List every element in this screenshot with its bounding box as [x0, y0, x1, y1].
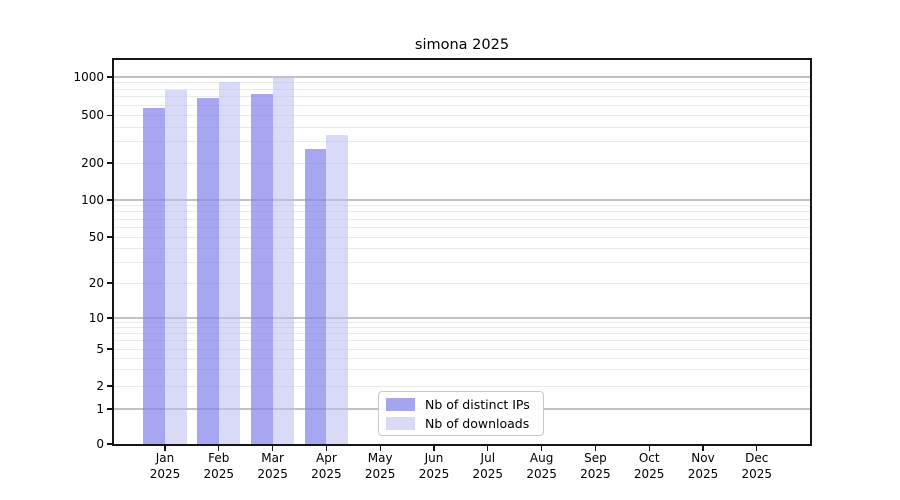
gridline-minor-40	[114, 247, 810, 249]
x-tick-label-nov-2025: Nov 2025	[671, 451, 735, 482]
gridline-minor-800	[114, 88, 810, 90]
bar-downloads-mar-2025	[272, 77, 295, 444]
x-tick-mark-jun-2025	[433, 446, 435, 451]
y-tick-label-0: 0	[96, 436, 104, 451]
gridline-minor-50	[114, 236, 810, 238]
x-tick-label-year: 2025	[203, 466, 235, 481]
x-tick-mark-apr-2025	[325, 446, 328, 451]
x-tick-label-year: 2025	[311, 466, 342, 481]
y-tick-label-500: 500	[81, 108, 104, 122]
gridline-minor-6	[114, 340, 810, 342]
plot-area	[112, 58, 812, 446]
gridline-minor-90	[114, 205, 810, 207]
legend-label-downloads: Nb of downloads	[425, 415, 530, 431]
y-tick-label-50: 50	[88, 229, 104, 244]
x-tick-label-year: 2025	[633, 466, 665, 481]
bar-distinct-ips-mar-2025	[251, 94, 273, 444]
x-tick-label-sep-2025: Sep 2025	[563, 451, 627, 482]
gridline-minor-200	[114, 162, 810, 164]
gridline-minor-7	[114, 333, 810, 335]
x-tick-label-year: 2025	[472, 466, 504, 481]
y-tick-label-2: 2	[96, 378, 104, 393]
gridline-minor-500	[114, 115, 810, 116]
legend-swatch-distinct-ips	[386, 397, 415, 411]
x-tick-label-year: 2025	[687, 466, 719, 481]
legend-item-distinct-ips: Nb of distinct IPs	[386, 397, 543, 412]
x-tick-label-year: 2025	[257, 466, 288, 481]
x-tick-label-oct-2025: Oct 2025	[617, 451, 681, 482]
y-tick-label-100: 100	[81, 192, 104, 207]
x-tick-label-aug-2025: Aug 2025	[510, 451, 574, 482]
x-tick-label-apr-2025: Apr 2025	[294, 451, 358, 482]
gridline-minor-70	[114, 218, 810, 220]
gridline-major-100	[114, 199, 810, 201]
gridline-minor-20	[114, 282, 810, 284]
gridline-minor-5	[114, 348, 810, 350]
x-tick-label-year: 2025	[580, 466, 611, 481]
x-tick-mark-may-2025	[379, 446, 381, 451]
x-tick-label-jan-2025: Jan 2025	[133, 451, 197, 482]
x-tick-mark-jan-2025	[164, 446, 166, 451]
gridline-major-10	[114, 317, 810, 319]
x-tick-label-dec-2025: Dec 2025	[725, 451, 789, 482]
gridline-minor-700	[114, 96, 810, 98]
x-tick-label-mar-2025: Mar 2025	[241, 451, 305, 482]
y-tick-label-1000: 1000	[73, 69, 104, 84]
x-tick-label-year: 2025	[526, 466, 557, 481]
x-tick-mark-jul-2025	[487, 446, 489, 451]
gridline-minor-600	[114, 104, 810, 106]
x-tick-label-year: 2025	[418, 466, 450, 481]
x-tick-label-feb-2025: Feb 2025	[187, 451, 251, 482]
gridline-minor-400	[114, 126, 810, 128]
y-tick-label-200: 200	[81, 155, 104, 170]
x-tick-label-year: 2025	[149, 466, 181, 481]
gridline-minor-8	[114, 327, 810, 329]
x-tick-label-jun-2025: Jun 2025	[402, 451, 466, 482]
x-tick-mark-mar-2025	[271, 446, 274, 451]
legend: Nb of distinct IPs Nb of downloads	[378, 391, 544, 436]
x-tick-label-year: 2025	[364, 466, 396, 481]
x-tick-mark-oct-2025	[648, 446, 650, 451]
x-tick-mark-sep-2025	[594, 446, 597, 451]
bar-distinct-ips-jan-2025	[143, 108, 165, 444]
gridline-minor-300	[114, 141, 810, 143]
gridline-minor-4	[114, 357, 810, 359]
x-tick-mark-nov-2025	[702, 446, 704, 451]
gridline-minor-60	[114, 226, 810, 228]
bar-distinct-ips-feb-2025	[197, 97, 219, 444]
x-tick-label-year: 2025	[741, 466, 773, 481]
bar-downloads-jan-2025	[165, 90, 187, 444]
y-tick-label-1: 1	[96, 401, 104, 416]
gridline-minor-80	[114, 211, 810, 213]
x-tick-mark-aug-2025	[540, 446, 543, 451]
x-tick-label-may-2025: May 2025	[348, 451, 412, 482]
gridline-minor-3	[114, 369, 810, 371]
legend-swatch-downloads	[386, 416, 415, 430]
bar-downloads-feb-2025	[218, 81, 241, 444]
bar-downloads-apr-2025	[326, 134, 348, 444]
gridline-minor-2	[114, 385, 810, 387]
legend-label-distinct-ips: Nb of distinct IPs	[425, 396, 530, 412]
x-tick-mark-feb-2025	[218, 446, 220, 451]
y-tick-label-10: 10	[88, 310, 104, 325]
legend-item-downloads: Nb of downloads	[386, 416, 543, 431]
x-tick-mark-dec-2025	[756, 446, 758, 451]
x-tick-label-jul-2025: Jul 2025	[456, 451, 520, 482]
gridline-minor-900	[114, 82, 810, 84]
y-tick-label-5: 5	[96, 341, 104, 356]
y-tick-label-20: 20	[88, 275, 104, 290]
chart-title: simona 2025	[414, 37, 510, 53]
gridline-minor-30	[114, 262, 810, 264]
bar-distinct-ips-apr-2025	[304, 149, 327, 444]
gridline-minor-9	[114, 322, 810, 324]
gridline-major-1000	[114, 76, 810, 78]
